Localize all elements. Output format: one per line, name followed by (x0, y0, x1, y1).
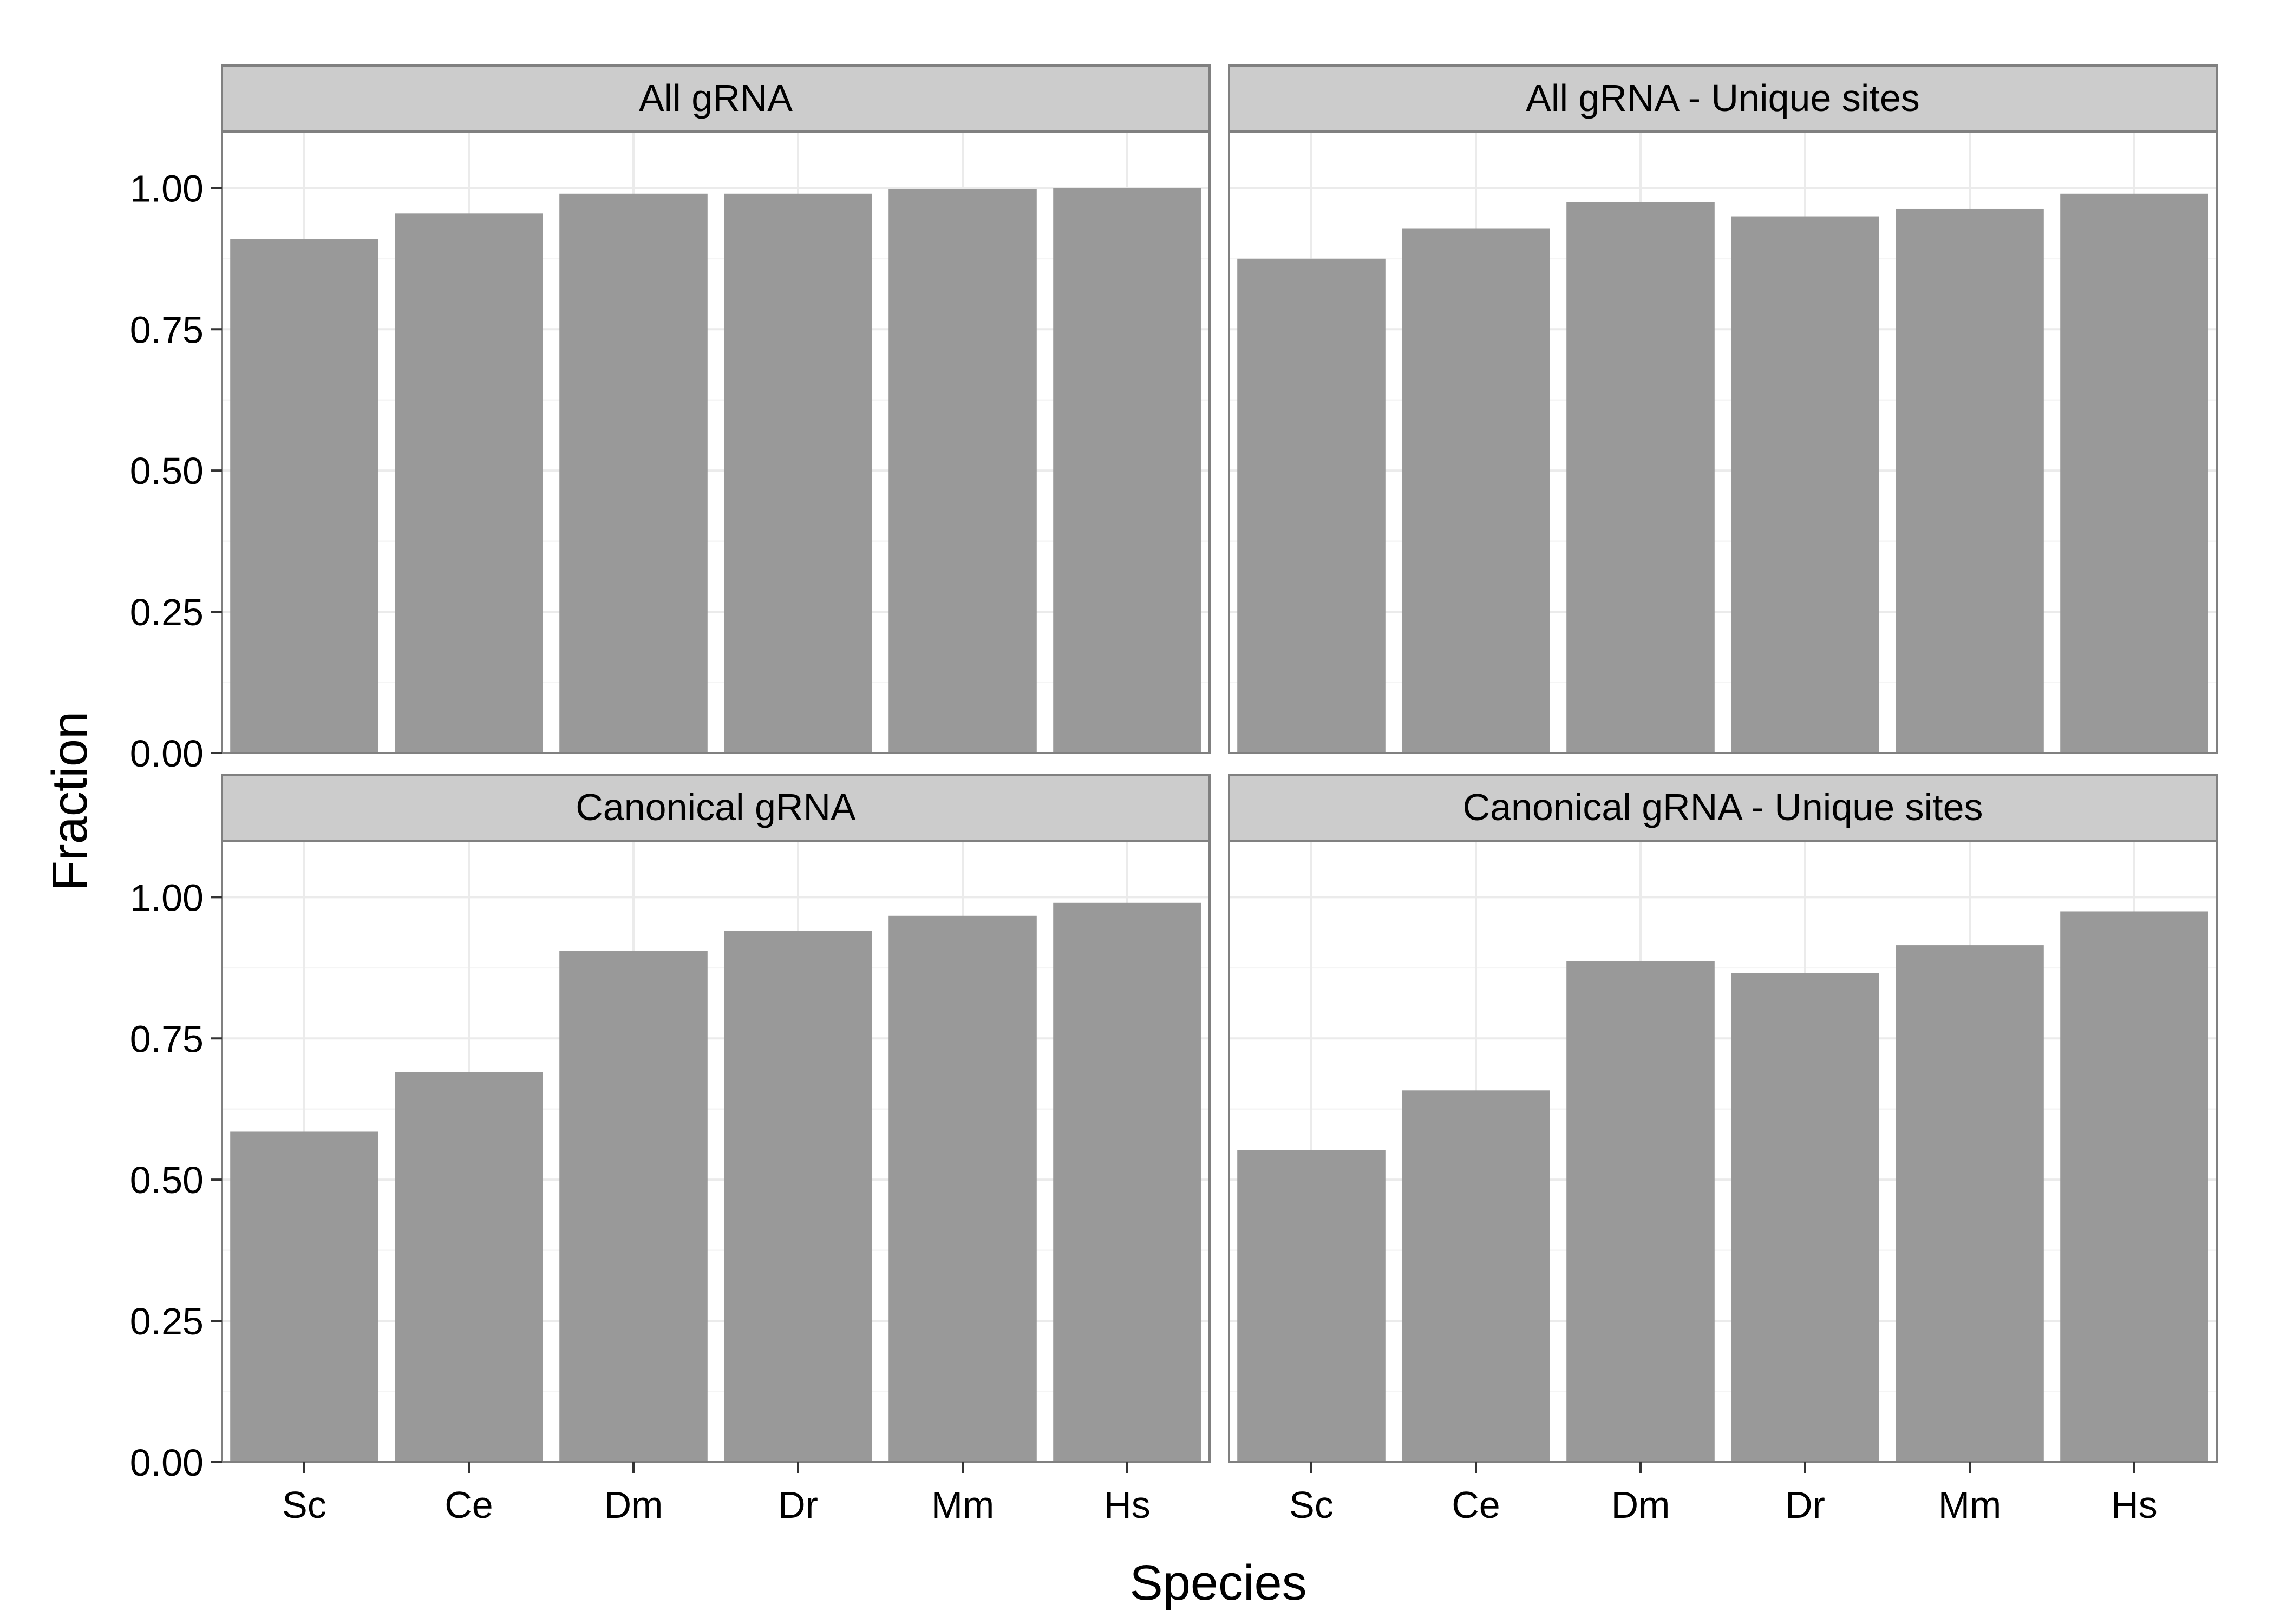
facet-title: All gRNA - Unique sites (1526, 77, 1920, 119)
x-tick-label: Mm (1938, 1484, 2002, 1526)
bar (1053, 188, 1201, 753)
facet-strip (221, 774, 1211, 842)
x-tick-label: Sc (282, 1484, 326, 1526)
y-axis-title: Fraction (42, 711, 97, 891)
y-tick-label: 0.75 (130, 309, 204, 351)
x-tick-label: Dr (1785, 1484, 1825, 1526)
bar (395, 213, 543, 753)
bar (1731, 973, 1879, 1462)
x-tick-label: Dm (1611, 1484, 1670, 1526)
panel-border (1228, 840, 2218, 1463)
x-tick-label: Dm (604, 1484, 663, 1526)
bar (1566, 961, 1715, 1462)
facet-panel: Canonical gRNA 0.00 0.25 0.50 0.75 1.00 Sc Ce Dm… (130, 774, 1211, 1526)
bar (230, 239, 378, 754)
x-tick-label: Mm (931, 1484, 995, 1526)
bar (724, 193, 872, 753)
panel-background (1229, 132, 2217, 753)
bar (1566, 202, 1715, 753)
panels-layer: All gRNA 0.00 0.25 0.50 0.75 1.00 All gRNA - U… (130, 64, 2218, 1526)
x-tick-label: Ce (1452, 1484, 1500, 1526)
facet-panel: All gRNA - Unique sites (1228, 64, 2218, 754)
bar (888, 189, 1037, 753)
x-tick-label: Hs (2111, 1484, 2158, 1526)
bar (1053, 902, 1201, 1462)
bar (724, 931, 872, 1462)
facet-title: All gRNA (639, 77, 793, 119)
bar (2060, 911, 2208, 1462)
y-tick-label: 0.00 (130, 1442, 204, 1484)
y-tick-label: 0.75 (130, 1018, 204, 1060)
bar (1896, 208, 2044, 754)
bar (2060, 193, 2208, 753)
panel-border (221, 840, 1211, 1463)
bar (1402, 228, 1550, 753)
bar (559, 193, 708, 753)
facet-strip (1228, 64, 2218, 133)
x-tick-label: Dr (778, 1484, 818, 1526)
panel-background (222, 841, 1210, 1462)
y-tick-label: 1.00 (130, 876, 204, 919)
x-tick-label: Hs (1104, 1484, 1151, 1526)
facet-strip (221, 64, 1211, 133)
bar (1237, 1150, 1386, 1462)
bar (888, 915, 1037, 1462)
y-tick-label: 0.25 (130, 591, 204, 633)
bar (1237, 258, 1386, 753)
facet-panel: All gRNA 0.00 0.25 0.50 0.75 1.00 (130, 64, 1211, 775)
bar (1402, 1090, 1550, 1462)
y-tick-label: 0.00 (130, 732, 204, 775)
panel-border (221, 130, 1211, 754)
y-tick-label: 1.00 (130, 167, 204, 209)
facet-panel: Canonical gRNA - Unique sites Sc Ce Dm Dr Mm H… (1228, 774, 2218, 1526)
y-tick-label: 0.25 (130, 1300, 204, 1343)
y-tick-label: 0.50 (130, 1159, 204, 1201)
panel-background (222, 132, 1210, 753)
bar (1896, 945, 2044, 1462)
x-tick-label: Sc (1289, 1484, 1334, 1526)
facet-title: Canonical gRNA - Unique sites (1462, 786, 1983, 828)
x-tick-label: Ce (445, 1484, 493, 1526)
bar (395, 1072, 543, 1462)
bar (559, 951, 708, 1462)
facet-title: Canonical gRNA (576, 786, 856, 828)
bar (230, 1131, 378, 1462)
bar (1731, 216, 1879, 754)
panel-border (1228, 130, 2218, 754)
x-axis-title: Species (1129, 1555, 1306, 1610)
y-tick-label: 0.50 (130, 450, 204, 492)
facet-strip (1228, 774, 2218, 842)
panel-background (1229, 841, 2217, 1462)
